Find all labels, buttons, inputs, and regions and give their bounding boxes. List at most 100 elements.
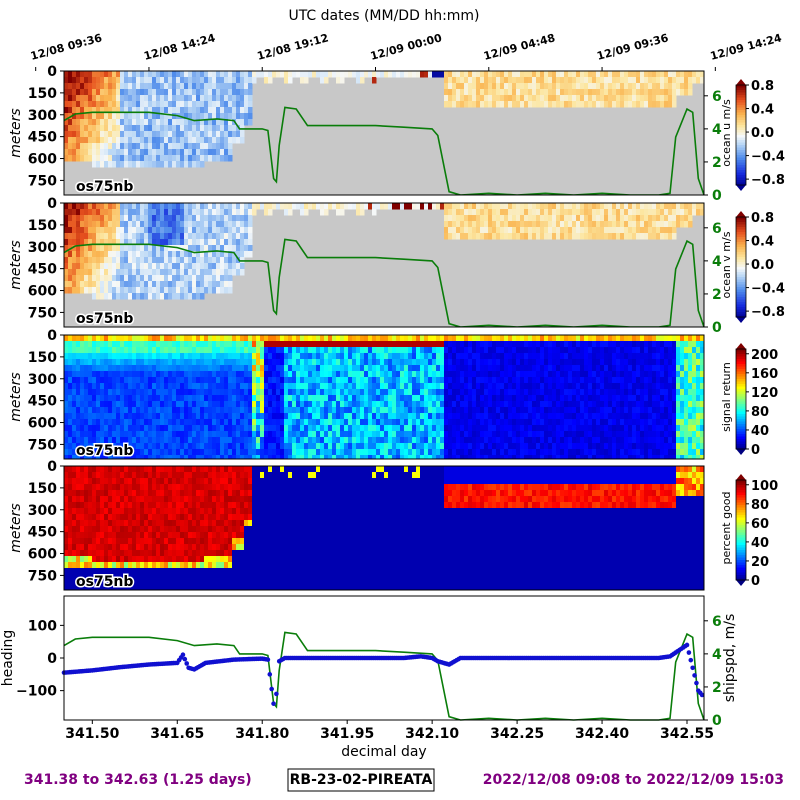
heat-cell: [124, 125, 129, 132]
heat-cell: [172, 131, 177, 138]
heat-cell: [668, 221, 673, 228]
heat-cell: [456, 413, 461, 420]
heat-cell: [244, 353, 249, 360]
heat-cell: [76, 101, 81, 108]
heat-cell: [264, 377, 269, 384]
heat-cell: [632, 89, 637, 96]
heat-cell: [180, 257, 185, 264]
heat-cell: [116, 269, 121, 276]
heat-cell: [96, 371, 101, 378]
colorbar-extend-bottom: [736, 185, 746, 191]
heat-cell: [92, 137, 97, 144]
heat-cell: [152, 449, 157, 456]
heat-cell: [88, 227, 93, 234]
heat-cell: [400, 389, 405, 396]
panel-frame: [63, 70, 705, 196]
heat-cell: [236, 89, 241, 96]
heat-cell: [156, 149, 161, 156]
heat-cell: [620, 209, 625, 216]
speed-tick-label: 4: [712, 122, 722, 138]
heat-cell: [256, 347, 261, 354]
heat-cell: [152, 455, 157, 459]
heat-cell: [92, 371, 97, 378]
heat-cell: [216, 221, 221, 228]
heat-cell: [264, 425, 269, 432]
colorbar-segment: [736, 229, 746, 233]
heat-cell: [360, 377, 365, 384]
heat-cell: [196, 335, 201, 342]
heat-cell: [544, 77, 549, 84]
heat-cell: [252, 203, 257, 210]
heat-cell: [632, 77, 637, 84]
heat-cell: [408, 431, 413, 438]
heat-cell: [696, 77, 701, 84]
heat-cell: [444, 383, 449, 390]
heat-cell: [500, 101, 505, 108]
heat-cell: [104, 431, 109, 438]
heat-cell: [196, 161, 201, 168]
heat-cell: [516, 383, 521, 390]
heat-cell: [456, 425, 461, 432]
heat-cell: [468, 365, 473, 372]
heat-cell: [168, 107, 173, 114]
heat-cell: [184, 161, 189, 168]
heat-cell: [652, 71, 657, 78]
heat-cell: [216, 383, 221, 390]
heat-cell: [356, 347, 361, 354]
heat-cell: [384, 443, 389, 450]
heat-cell: [460, 383, 465, 390]
heat-cell: [484, 377, 489, 384]
heat-cell: [356, 425, 361, 432]
heat-cell: [76, 287, 81, 294]
heat-cell: [216, 437, 221, 444]
heat-cell: [244, 347, 249, 354]
heat-cell: [304, 353, 309, 360]
heat-cell: [296, 335, 301, 342]
heat-cell: [272, 371, 277, 378]
heat-cell: [216, 203, 221, 210]
heat-cell: [200, 293, 205, 300]
heat-cell: [488, 389, 493, 396]
colorbar-tick-label: −0.4: [751, 282, 785, 297]
heat-cell: [356, 389, 361, 396]
heat-cell: [368, 353, 373, 360]
heat-cell: [148, 95, 153, 102]
heat-cell: [472, 431, 477, 438]
depth-tick-label: 300: [28, 108, 57, 124]
heat-cell: [68, 131, 73, 138]
heat-cell: [388, 425, 393, 432]
heat-cell: [136, 443, 141, 450]
heat-cell: [164, 365, 169, 372]
heat-cell: [144, 227, 149, 234]
heat-cell: [144, 251, 149, 258]
heat-cell: [416, 425, 421, 432]
heat-cell: [116, 251, 121, 258]
heat-cell: [700, 203, 704, 210]
heat-cell: [440, 203, 445, 210]
heat-cell: [144, 449, 149, 456]
heat-cell: [472, 401, 477, 408]
heat-cell: [440, 455, 445, 459]
heat-cell: [664, 221, 669, 228]
heat-cell: [476, 377, 481, 384]
heat-cell: [456, 443, 461, 450]
heat-cell: [328, 371, 333, 378]
heat-cell: [520, 77, 525, 84]
heat-cell: [208, 443, 213, 450]
heat-cell: [188, 83, 193, 90]
heat-cell: [132, 377, 137, 384]
heat-cell: [80, 377, 85, 384]
heat-cell: [332, 431, 337, 438]
heat-cell: [112, 125, 117, 132]
heat-cell: [320, 71, 325, 78]
heat-cell: [180, 413, 185, 420]
heat-cell: [216, 83, 221, 90]
heat-cell: [220, 77, 225, 84]
heat-cell: [492, 413, 497, 420]
heat-cell: [260, 383, 265, 390]
heat-cell: [520, 419, 525, 426]
heat-cell: [268, 407, 273, 414]
heat-cell: [180, 407, 185, 414]
heat-cell: [288, 389, 293, 396]
heat-cell: [488, 395, 493, 402]
